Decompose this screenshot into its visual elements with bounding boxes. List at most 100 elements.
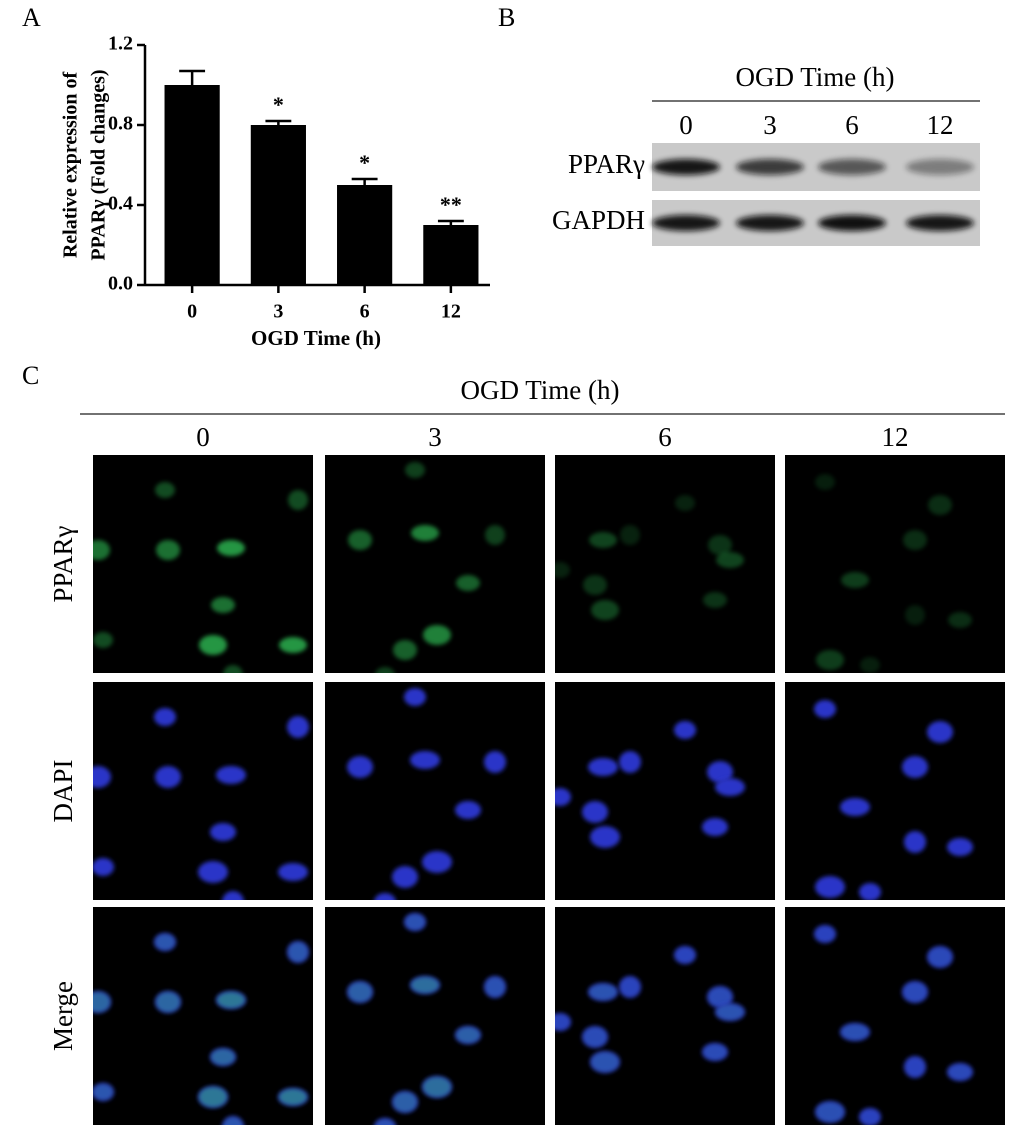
micrograph (555, 682, 775, 900)
micrograph-bg (785, 907, 1005, 1125)
y-tick-label: 0.4 (108, 193, 133, 215)
ppar-signal (583, 575, 607, 595)
blot-band (818, 159, 886, 175)
ppar-signal (485, 977, 505, 997)
blot-row-label: GAPDH (552, 205, 645, 235)
panel-label: C (22, 361, 39, 390)
ppar-signal (199, 635, 227, 655)
nucleus (484, 751, 506, 773)
cells (347, 688, 506, 900)
micrograph (93, 455, 313, 673)
column-label: 3 (428, 422, 442, 452)
cells (93, 708, 309, 900)
bar (250, 125, 306, 285)
nucleus (859, 883, 881, 900)
ppar-signal (860, 1109, 880, 1125)
ppar-signal (405, 462, 425, 478)
x-tick-label: 0 (187, 301, 197, 323)
ppar-signal (211, 1049, 235, 1065)
micrograph (785, 682, 1005, 900)
nucleus (674, 721, 696, 739)
ppar-signal (716, 1004, 744, 1020)
lane-label: 12 (927, 110, 954, 140)
ppar-signal (411, 977, 439, 993)
lane-label: 6 (845, 110, 859, 140)
cells (555, 495, 744, 620)
y-tick-label: 1.2 (108, 33, 133, 55)
lane-label: 3 (763, 110, 777, 140)
nucleus (404, 688, 426, 706)
ppar-signal (620, 525, 640, 545)
nucleus (927, 721, 953, 743)
panel-label: B (498, 3, 515, 32)
ppar-signal (555, 1014, 570, 1030)
ppar-signal (703, 592, 727, 608)
ppar-signal (589, 532, 617, 548)
ppar-signal (903, 530, 927, 550)
micrograph (325, 455, 545, 673)
micrograph (555, 907, 775, 1125)
nucleus (588, 758, 618, 776)
y-tick-label: 0.0 (108, 273, 133, 295)
ppar-signal (816, 650, 844, 670)
cells (348, 462, 505, 673)
nucleus (347, 756, 373, 778)
micrograph-bg (785, 455, 1005, 673)
nucleus (582, 801, 608, 823)
micrograph (325, 907, 545, 1125)
ppar-signal (348, 982, 372, 1002)
ppar-signal (93, 1084, 113, 1100)
x-axis-label: OGD Time (h) (251, 326, 381, 350)
ppar-signal (928, 947, 952, 967)
ppar-signal (583, 1027, 607, 1047)
blot-title: OGD Time (h) (735, 62, 894, 92)
nucleus (904, 831, 926, 853)
blot-band (652, 159, 720, 175)
ppar-signal (456, 575, 480, 591)
significance-label: ** (440, 192, 462, 217)
lane-label: 0 (679, 110, 693, 140)
cells (93, 482, 308, 673)
ppar-signal (555, 562, 570, 578)
nucleus (702, 818, 728, 836)
ppar-signal (375, 1119, 395, 1125)
ppar-signal (815, 474, 835, 490)
nucleus (619, 751, 641, 773)
micrograph (785, 455, 1005, 673)
ppar-signal (93, 540, 110, 560)
blot-band (906, 159, 974, 175)
ppar-signal (288, 490, 308, 510)
ppar-signal (223, 665, 243, 673)
cells (555, 946, 745, 1073)
blot-band (736, 215, 804, 231)
row-label: PPARγ (48, 525, 78, 602)
nucleus (154, 708, 176, 726)
x-tick-label: 12 (441, 301, 461, 323)
nucleus (278, 863, 308, 881)
nucleus (210, 823, 236, 841)
micrograph (325, 682, 545, 900)
ppar-signal (703, 1044, 727, 1060)
column-label: 0 (196, 422, 210, 452)
ppar-signal (708, 535, 732, 555)
ppar-signal (620, 977, 640, 997)
ppar-signal (279, 1089, 307, 1105)
nucleus (455, 801, 481, 819)
ppar-signal (279, 637, 307, 653)
ppar-signal (217, 540, 245, 556)
nucleus (93, 766, 111, 788)
ppar-signal (903, 982, 927, 1002)
ppar-signal (155, 934, 175, 950)
nucleus (216, 766, 246, 784)
nucleus (707, 761, 733, 783)
ppar-signal (223, 1117, 243, 1125)
ppar-signal (675, 947, 695, 963)
cells (815, 474, 972, 673)
x-tick-label: 3 (273, 301, 283, 323)
y-axis-label: PPARγ (Fold changes) (88, 69, 110, 260)
nucleus (947, 838, 973, 856)
column-label: 12 (882, 422, 909, 452)
imaging-title: OGD Time (h) (460, 375, 619, 405)
nucleus (410, 751, 440, 769)
